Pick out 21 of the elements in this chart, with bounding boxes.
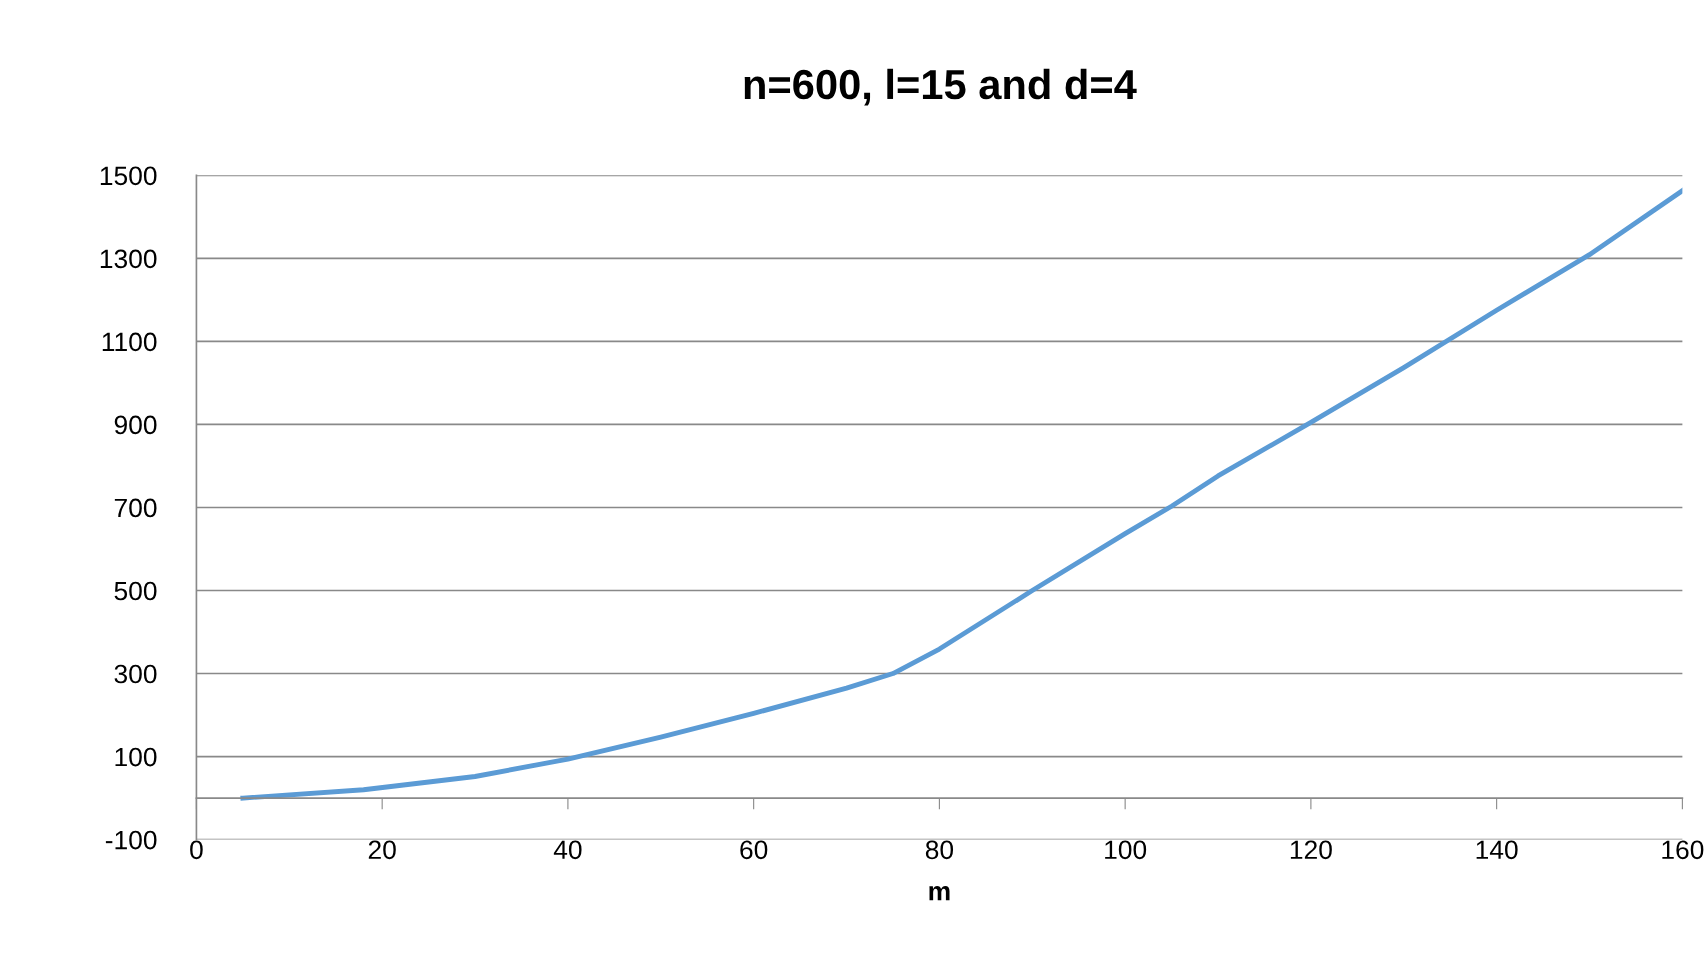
- x-tick-label: 120: [1290, 840, 1332, 860]
- y-tick-label: -100: [105, 830, 157, 850]
- x-tick-label: 0: [190, 840, 203, 860]
- x-axis-title: m: [929, 885, 950, 901]
- y-tick-label: 1300: [100, 249, 157, 269]
- y-tick-label: 900: [114, 415, 157, 435]
- y-tick-label: 500: [114, 581, 157, 601]
- y-tick-label: 700: [114, 498, 157, 518]
- x-tick-label: 20: [368, 840, 396, 860]
- y-tick-label: 1500: [100, 166, 157, 186]
- x-tick-label: 60: [740, 840, 768, 860]
- y-tick-label: 100: [115, 747, 157, 767]
- x-tick-label: 140: [1476, 840, 1518, 860]
- x-tick-label: 80: [925, 840, 954, 860]
- line-series: [240, 188, 1683, 801]
- x-tick-label: 40: [553, 840, 582, 860]
- chart-title: n=600, l=15 and d=4: [744, 68, 1137, 106]
- x-tick-label: 160: [1662, 840, 1704, 860]
- y-tick-label: 1100: [102, 332, 157, 352]
- y-tick-label: 300: [114, 664, 157, 684]
- x-tick-label: 100: [1105, 840, 1147, 860]
